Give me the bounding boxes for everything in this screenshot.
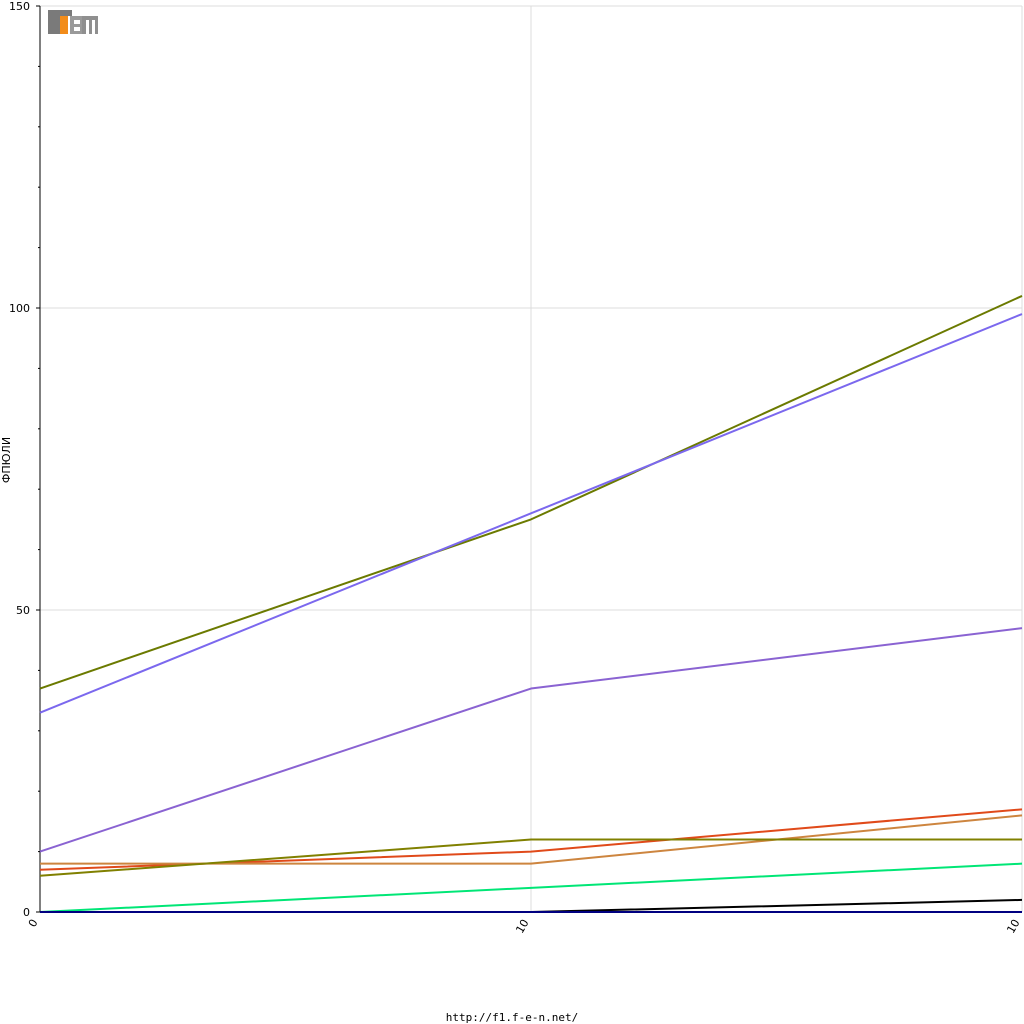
series-line-6: [39, 838, 1022, 877]
series-line-7: [39, 862, 1023, 913]
series-line-3: [39, 627, 1023, 853]
series-line-1: [39, 295, 1023, 690]
y-tick-label: 50: [16, 604, 30, 617]
y-axis-label: ФПЮЛИ: [0, 437, 13, 483]
axes: [36, 5, 1022, 913]
y-tick-label: 150: [9, 0, 30, 13]
x-tick-label: 10: [513, 917, 531, 936]
x-tick-label: 10: [1004, 917, 1022, 936]
y-tick-label: 100: [9, 302, 30, 315]
f1en-logo: [48, 10, 98, 34]
tick-labels: 0 50 100 150 0 10 10: [9, 0, 1023, 936]
x-tick-label: 0: [26, 917, 41, 930]
grid-lines: [40, 5, 1023, 913]
y-tick-label: 0: [23, 906, 30, 919]
series-line-2: [39, 313, 1023, 714]
series-group: [39, 295, 1023, 913]
footer-url: http://f1.f-e-n.net/: [446, 1011, 578, 1024]
